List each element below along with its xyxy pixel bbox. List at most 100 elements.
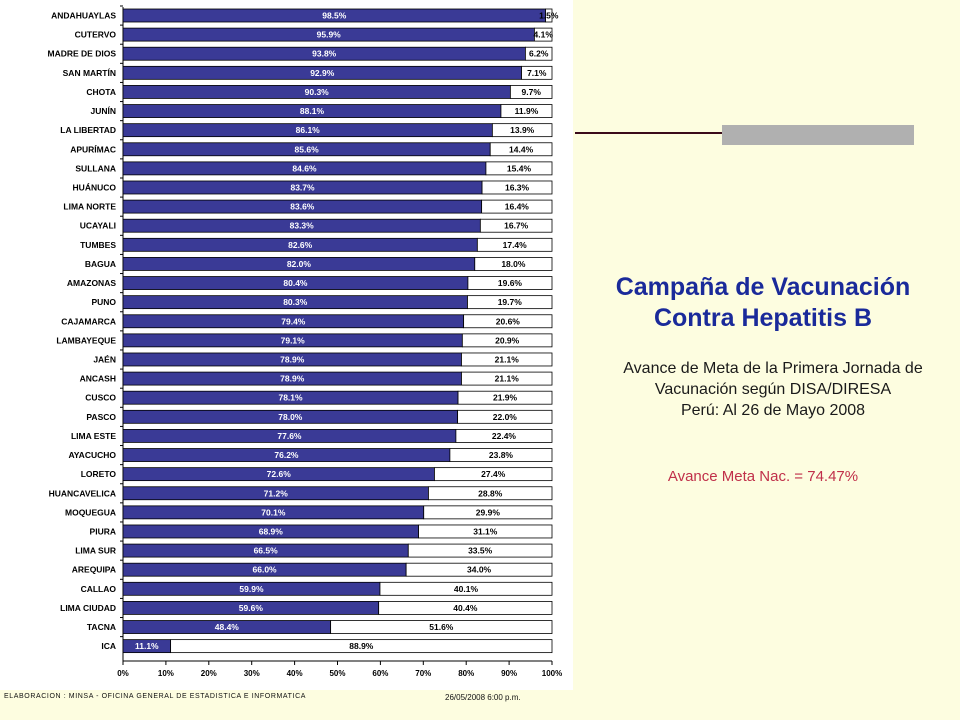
footer-timestamp: 26/05/2008 6:00 p.m.: [445, 693, 521, 702]
bar-achieved-label: 72.6%: [267, 469, 292, 479]
bar-achieved-label: 80.4%: [283, 278, 308, 288]
bar-remaining: [481, 199, 553, 214]
bar-remaining: [455, 429, 553, 443]
bar-remaining: [330, 620, 553, 634]
x-tick-label: 70%: [415, 669, 431, 678]
bar-remaining: [489, 142, 553, 157]
subtitle-line-1: Avance de Meta de la Primera Jornada de: [623, 360, 923, 377]
bar-remaining-label: 21.1%: [495, 374, 520, 384]
bar-remaining-label: 16.3%: [505, 182, 530, 192]
bar-achieved-label: 79.4%: [281, 316, 306, 326]
category-label: PUNO: [91, 297, 116, 307]
title-line-1: Campaña de Vacunación: [615, 273, 911, 301]
national-goal-note: Avance Meta Nac. = 74.47%: [667, 468, 859, 485]
bar-achieved-label: 83.6%: [290, 202, 315, 212]
bar-remaining: [481, 180, 553, 195]
bar-remaining: [407, 543, 553, 558]
category-label: SULLANA: [75, 163, 116, 173]
category-label: CHOTA: [86, 87, 116, 97]
category-label: CAJAMARCA: [61, 316, 116, 326]
x-tick-label: 80%: [458, 669, 474, 678]
bar-remaining: [457, 390, 553, 405]
bar-remaining-label: 20.6%: [496, 316, 521, 326]
bar-achieved-label: 70.1%: [261, 507, 286, 517]
x-tick-label: 10%: [158, 669, 174, 678]
bar-remaining-label: 40.1%: [454, 584, 479, 594]
bar-remaining: [434, 467, 553, 482]
bar-achieved-label: 88.1%: [300, 106, 325, 116]
x-tick-label: 0%: [117, 669, 129, 678]
bar-achieved-label: 59.9%: [239, 584, 264, 594]
category-label: SAN MARTÍN: [63, 68, 116, 78]
category-label: MOQUEGUA: [65, 507, 116, 517]
bar-achieved-label: 84.6%: [292, 163, 317, 173]
bar-remaining: [423, 505, 553, 520]
bar-remaining: [474, 257, 553, 271]
bar-remaining: [461, 352, 553, 367]
category-label: ANDAHUAYLAS: [51, 11, 116, 21]
title-line-2: Contra Hepatitis B: [653, 304, 873, 332]
bar-remaining-label: 17.4%: [503, 240, 528, 250]
bar-achieved-label: 83.7%: [290, 182, 315, 192]
bar-remaining: [405, 562, 553, 577]
bar-remaining-label: 22.4%: [492, 431, 517, 441]
bar-remaining-label: 16.7%: [504, 221, 529, 231]
category-label: LORETO: [81, 469, 117, 479]
category-label: ICA: [101, 641, 116, 651]
x-tick-label: 100%: [542, 669, 562, 678]
bar-achieved-label: 78.0%: [278, 412, 303, 422]
bar-achieved-label: 59.6%: [239, 603, 264, 613]
bar-remaining-label: 16.4%: [505, 202, 530, 212]
bar-achieved-label: 77.6%: [277, 431, 302, 441]
bar-remaining: [500, 104, 553, 118]
bar-remaining-label: 22.0%: [493, 412, 518, 422]
bar-achieved-label: 78.9%: [280, 374, 305, 384]
bar-remaining-label: 20.9%: [495, 335, 520, 345]
bar-remaining: [479, 218, 553, 233]
category-label: PIURA: [90, 526, 116, 536]
slide-title: Campaña de Vacunación Contra Hepatitis B: [578, 272, 948, 334]
category-label: JUNÍN: [90, 106, 116, 116]
bar-achieved-label: 98.5%: [322, 11, 347, 21]
bar-remaining: [491, 123, 553, 138]
category-label: LIMA NORTE: [63, 202, 116, 212]
category-label: AMAZONAS: [67, 278, 116, 288]
bar-remaining: [476, 237, 553, 252]
category-label: CALLAO: [81, 584, 117, 594]
x-tick-label: 30%: [244, 669, 260, 678]
category-label: MADRE DE DIOS: [48, 49, 117, 59]
category-label: TACNA: [87, 622, 116, 632]
bar-remaining: [521, 65, 553, 80]
category-label: JAÉN: [93, 354, 116, 364]
bar-remaining: [545, 8, 553, 23]
bar-remaining-label: 27.4%: [481, 469, 506, 479]
bar-remaining-label: 34.0%: [467, 565, 492, 575]
category-label: LIMA CIUDAD: [60, 603, 116, 613]
slide-subtitle: Avance de Meta de la Primera Jornada de …: [588, 358, 958, 421]
bar-achieved-label: 95.9%: [317, 30, 342, 40]
bar-achieved-label: 68.9%: [259, 526, 284, 536]
bar-remaining-label: 4.1%: [534, 30, 554, 40]
bar-remaining: [485, 161, 553, 176]
bar-remaining-label: 6.2%: [529, 49, 549, 59]
bar-achieved-label: 85.6%: [295, 144, 320, 154]
bar-remaining: [525, 46, 553, 61]
category-label: HUÁNUCO: [73, 182, 117, 192]
bar-remaining-label: 31.1%: [473, 526, 498, 536]
bar-achieved-label: 79.1%: [281, 335, 306, 345]
category-label: CUTERVO: [75, 30, 117, 40]
subtitle-line-2: Vacunación según DISA/DIRESA: [654, 381, 892, 398]
category-label: LA LIBERTAD: [60, 125, 116, 135]
bar-achieved-label: 78.9%: [280, 354, 305, 364]
bar-achieved-label: 66.0%: [253, 565, 278, 575]
category-label: TUMBES: [80, 240, 116, 250]
decorative-block: [722, 125, 914, 145]
bar-achieved-label: 83.3%: [290, 221, 315, 231]
footer-source: ELABORACION : MINSA - OFICINA GENERAL DE…: [4, 693, 307, 700]
bar-achieved-label: 90.3%: [305, 87, 330, 97]
bar-remaining: [461, 333, 553, 348]
bar-remaining: [461, 371, 553, 386]
bar-remaining-label: 14.4%: [509, 144, 534, 154]
vaccination-progress-chart: ANDAHUAYLAS 98.5% 1.5% CUTERVO 95.9% 4.1% MADR…: [48, 5, 562, 678]
bar-remaining-label: 40.4%: [453, 603, 478, 613]
